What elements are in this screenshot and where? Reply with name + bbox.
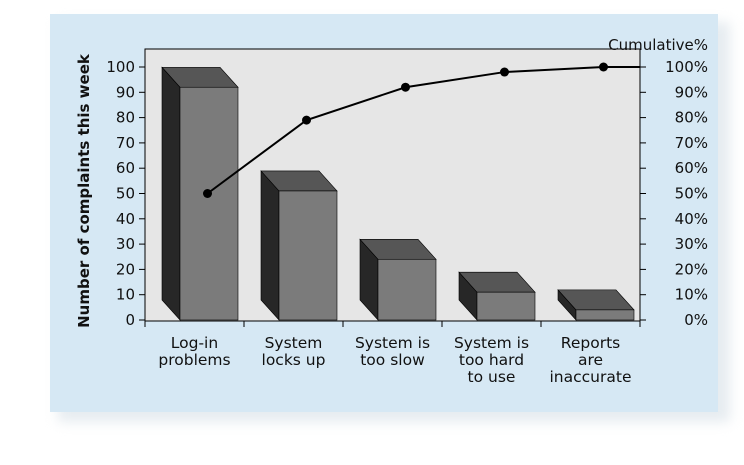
y-tick-label: 100	[106, 58, 135, 76]
y-tick-label: 60	[116, 159, 135, 177]
bar-side-2	[260, 170, 280, 321]
x-category-label: System locks up	[262, 334, 326, 369]
y2-tick-label: 30%	[675, 235, 708, 253]
x-ticks-group	[144, 321, 641, 327]
bar-4	[458, 271, 536, 321]
x-category-label: System is too hard to use	[454, 334, 529, 386]
x-category-label: System is too slow	[355, 334, 430, 369]
bars-group	[161, 66, 635, 321]
y2-tick-label: 50%	[675, 185, 708, 203]
bar-front-1	[179, 86, 239, 321]
bar-5	[557, 289, 635, 321]
x-category-label: Reports are inaccurate	[550, 334, 632, 386]
y2-ticks-group: 0% 10% 20% 30% 40% 50% 60% 70% 80% 90% 100%	[640, 58, 708, 329]
bar-front-4	[476, 291, 536, 321]
y2-tick-label: 20%	[675, 260, 708, 278]
y-tick-label: 30	[116, 235, 135, 253]
cumulative-point	[302, 115, 311, 125]
y2-tick-label: 40%	[675, 210, 708, 228]
y2-tick-label: 10%	[675, 286, 708, 304]
cumulative-point	[203, 189, 212, 198]
bar-side-1	[161, 66, 181, 321]
x-labels-group: Log-in problems System locks up System is too…	[158, 334, 631, 386]
bar-front-2	[278, 190, 338, 321]
y2-tick-label: 90%	[675, 83, 708, 101]
y-tick-label: 40	[116, 210, 135, 228]
y-tick-label: 80	[116, 109, 135, 127]
bar-3	[359, 238, 437, 321]
x-category-label: Log-in problems	[158, 334, 230, 369]
cumulative-point	[500, 67, 509, 77]
y2-tick-label: 60%	[675, 159, 708, 177]
y-tick-label: 20	[116, 260, 135, 278]
cumulative-line-group	[203, 62, 640, 198]
cumulative-point	[401, 82, 410, 92]
y-ticks-group: 0 10 20 30 40 50 60 70 80 90 100	[106, 58, 145, 329]
y-tick-label: 10	[116, 286, 135, 304]
y2-tick-label: 100%	[665, 58, 708, 76]
y-tick-label: 70	[116, 134, 135, 152]
y2-tick-label: 0%	[684, 311, 708, 329]
bar-front-5	[575, 309, 635, 321]
y2-tick-label: 70%	[675, 134, 708, 152]
cumulative-point	[599, 62, 608, 72]
y-tick-label: 50	[116, 185, 135, 203]
bar-front-3	[377, 258, 437, 321]
y-tick-label: 0	[125, 311, 135, 329]
bar-1	[161, 66, 239, 321]
y2-tick-label: 80%	[675, 109, 708, 127]
bar-2	[260, 170, 338, 321]
y-tick-label: 90	[116, 83, 135, 101]
y2-axis-label: Cumulative%	[608, 36, 708, 54]
y-axis-label: Number of complaints this week	[75, 53, 93, 328]
